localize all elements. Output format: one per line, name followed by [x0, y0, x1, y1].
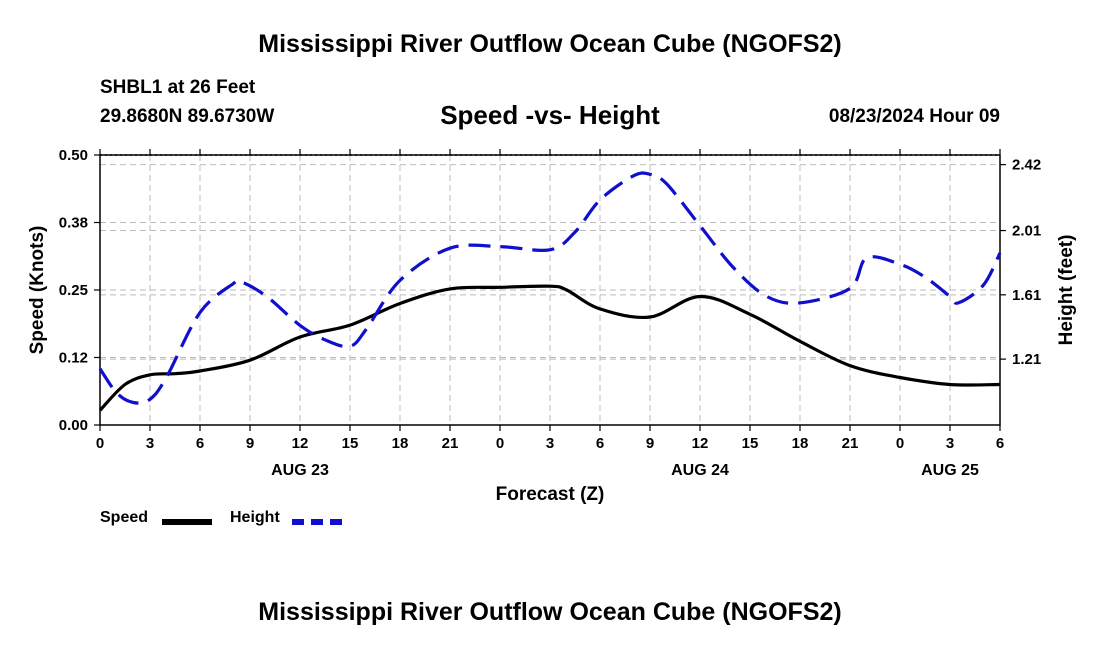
legend-height-swatch: [292, 519, 342, 525]
station-label: SHBL1 at 26 Feet: [100, 77, 256, 98]
y-tick-label: 0.25: [59, 282, 88, 299]
date-label: AUG 23: [271, 462, 329, 479]
x-tick-label: 21: [442, 435, 459, 452]
x-tick-label: 9: [646, 435, 654, 452]
height-series-line: [98, 171, 1002, 405]
x-tick-label: 21: [842, 435, 859, 452]
x-tick-label: 18: [792, 435, 809, 452]
x-tick-label: 12: [692, 435, 709, 452]
page-title: Mississippi River Outflow Ocean Cube (NG…: [258, 30, 842, 58]
date-label: AUG 25: [921, 462, 979, 479]
y2-tick-label: 1.21: [1012, 351, 1041, 368]
series-layer: [98, 171, 1002, 412]
x-tick-label: 6: [996, 435, 1004, 452]
grid: [100, 154, 1000, 425]
date-label: AUG 24: [671, 462, 729, 479]
x-axis-label: Forecast (Z): [496, 484, 605, 505]
x-tick-label: 6: [196, 435, 204, 452]
x-tick-label: 15: [742, 435, 759, 452]
y-tick-label: 0.12: [59, 350, 88, 367]
x-tick-label: 0: [96, 435, 104, 452]
y-tick-label: 0.00: [59, 417, 88, 434]
x-tick-label: 3: [546, 435, 554, 452]
y2-tick-label: 2.01: [1012, 223, 1041, 240]
speed-series-line: [98, 284, 1001, 412]
y-axis-label: Speed (Knots): [27, 226, 48, 355]
y2-axis-label: Height (feet): [1056, 235, 1077, 346]
y-tick-label: 0.38: [59, 215, 88, 232]
run-time-label: 08/23/2024 Hour 09: [828, 106, 1000, 127]
y2-tick-label: 2.42: [1012, 157, 1041, 174]
x-tick-label: 0: [496, 435, 504, 452]
x-tick-label: 3: [946, 435, 954, 452]
x-tick-label: 0: [896, 435, 904, 452]
y2-tick-label: 1.61: [1012, 287, 1041, 304]
x-tick-label: 18: [392, 435, 409, 452]
axes: 0 3 6 9 12 15 18 21 0 3 6 9 12 15 18 21 0 3 6 AUG 23 AUG 24 A…: [59, 147, 1041, 479]
x-tick-label: 15: [342, 435, 359, 452]
x-tick-label: 3: [146, 435, 154, 452]
x-tick-label: 9: [246, 435, 254, 452]
x-tick-label: 6: [596, 435, 604, 452]
y-tick-label: 0.50: [59, 147, 88, 164]
legend-speed-label: Speed: [100, 509, 149, 526]
legend-speed-swatch: [162, 519, 212, 525]
footer-title: Mississippi River Outflow Ocean Cube (NG…: [258, 598, 842, 626]
chart-subtitle: Speed -vs- Height: [440, 100, 660, 130]
legend-height-label: Height: [230, 509, 280, 526]
coordinates-label: 29.8680N 89.6730W: [100, 106, 275, 127]
x-tick-label: 12: [292, 435, 309, 452]
